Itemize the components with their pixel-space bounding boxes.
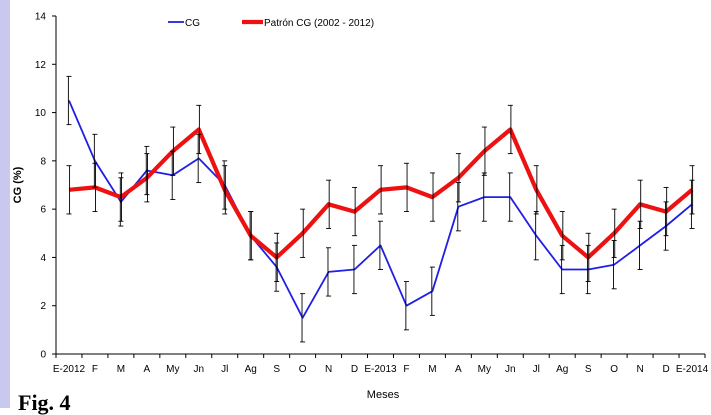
x-tick-labels: E-2012 F M A My Jn Jl Ag S O N D E-2013 F M A My Jn Jl Ag S O… bbox=[53, 364, 709, 375]
x-tick-label: Ag bbox=[556, 364, 568, 375]
x-tick-label: A bbox=[144, 364, 151, 375]
error-bars-1 bbox=[66, 104, 695, 283]
left-accent-strip bbox=[0, 0, 10, 408]
series-line-0 bbox=[68, 100, 693, 319]
x-tick-label: D bbox=[662, 364, 669, 375]
series-group bbox=[66, 75, 695, 343]
x-tick-label: N bbox=[325, 364, 332, 375]
x-tick-label: My bbox=[478, 364, 491, 375]
figure-label: Fig. 4 bbox=[18, 390, 71, 415]
legend-label-cg: CG bbox=[185, 18, 200, 29]
x-tick-label: A bbox=[455, 364, 462, 375]
x-tick-label: E-2014 bbox=[676, 364, 709, 375]
error-bars-0 bbox=[66, 75, 695, 343]
y-tick-label: 10 bbox=[35, 108, 47, 119]
axes-group bbox=[52, 15, 706, 358]
x-tick-label: S bbox=[273, 364, 280, 375]
x-tick-label: D bbox=[351, 364, 358, 375]
y-tick-label: 0 bbox=[40, 350, 46, 361]
y-tick-labels: 0 2 4 6 8 10 12 14 bbox=[35, 12, 47, 361]
legend-label-patron: Patrón CG (2002 - 2012) bbox=[264, 18, 374, 29]
x-tick-label: F bbox=[92, 364, 98, 375]
x-tick-label: Jn bbox=[193, 364, 204, 375]
x-tick-label: Jn bbox=[505, 364, 516, 375]
x-tick-label: O bbox=[299, 364, 307, 375]
series-0 bbox=[68, 100, 693, 319]
legend: CG Patrón CG (2002 - 2012) bbox=[168, 18, 374, 29]
x-axis-title: Meses bbox=[367, 389, 400, 401]
series-1 bbox=[68, 127, 694, 260]
x-tick-label: Jl bbox=[533, 364, 540, 375]
x-tick-label: Ag bbox=[245, 364, 257, 375]
x-tick-label: N bbox=[636, 364, 643, 375]
x-tick-label: E-2012 bbox=[53, 364, 86, 375]
x-tick-label: Jl bbox=[221, 364, 228, 375]
x-tick-label: M bbox=[117, 364, 125, 375]
y-axis-title: CG (%) bbox=[12, 166, 24, 203]
x-tick-label: M bbox=[428, 364, 436, 375]
x-tick-label: S bbox=[585, 364, 592, 375]
y-tick-label: 14 bbox=[35, 12, 47, 23]
x-tick-label: O bbox=[610, 364, 618, 375]
x-tick-label: My bbox=[166, 364, 179, 375]
y-tick-label: 2 bbox=[40, 301, 46, 312]
y-tick-label: 6 bbox=[40, 205, 46, 216]
x-tick-label: E-2013 bbox=[364, 364, 397, 375]
y-tick-label: 8 bbox=[40, 156, 46, 167]
y-tick-label: 4 bbox=[40, 253, 46, 264]
y-tick-label: 12 bbox=[35, 60, 47, 71]
x-tick-label: F bbox=[403, 364, 409, 375]
series-line-1 bbox=[68, 127, 694, 260]
